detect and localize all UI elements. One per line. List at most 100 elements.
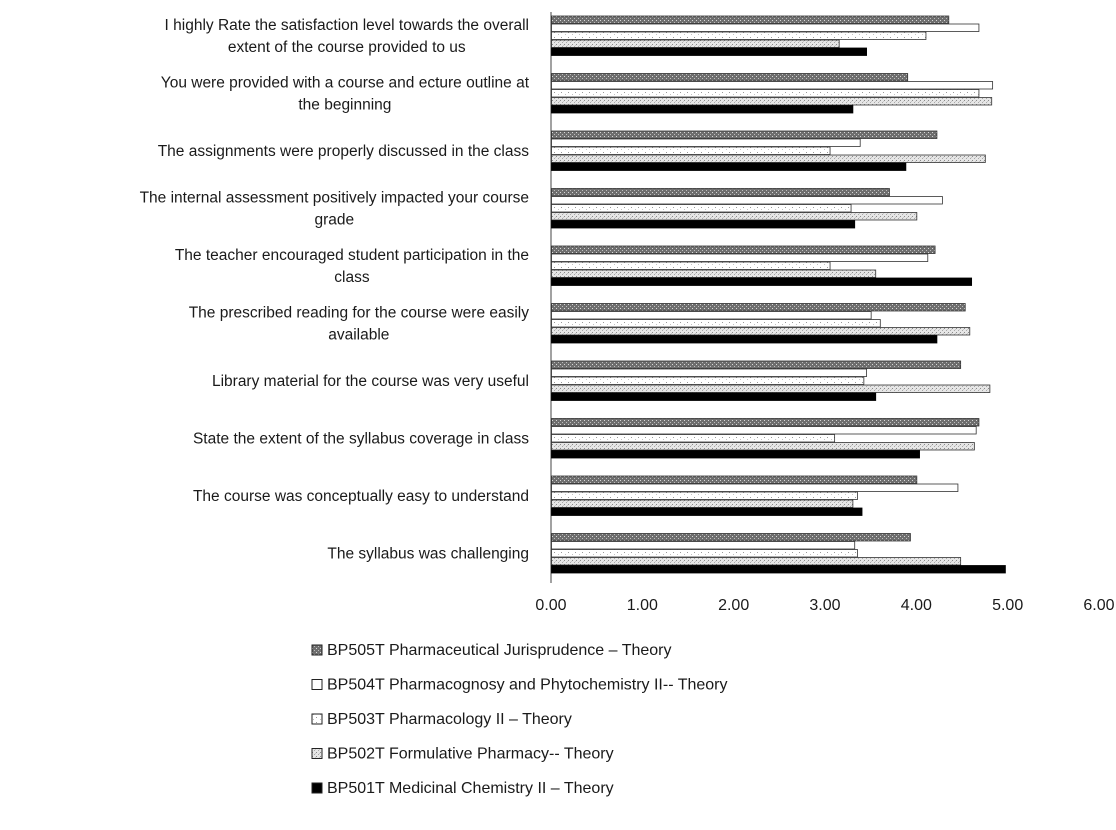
bar-s3-c1 (551, 97, 993, 106)
legend-item: BP502T Formulative Pharmacy-- Theory (311, 746, 614, 763)
category-label-line: The internal assessment positively impac… (140, 190, 529, 207)
category-label: State the extent of the syllabus coverag… (193, 431, 529, 448)
category-label-line: extent of the course provided to us (228, 39, 466, 56)
bar-s3-c8 (551, 499, 854, 508)
x-tick-label: 1.00 (627, 597, 658, 614)
category-label-line: class (334, 269, 370, 286)
category-label-line: State the extent of the syllabus coverag… (193, 431, 529, 448)
bar-s0-c9 (551, 533, 911, 542)
bar-s2-c0 (551, 31, 927, 40)
bar-s4-c3 (551, 220, 856, 229)
bar-s2-c2 (551, 146, 831, 155)
legend-item: BP503T Pharmacology II – Theory (311, 711, 572, 728)
bar-s3-c2 (551, 154, 986, 163)
bar-s3-c7 (551, 442, 975, 451)
legend-swatch (311, 782, 323, 794)
legend-label: BP505T Pharmaceutical Jurisprudence – Th… (327, 642, 671, 659)
legend-swatch (311, 679, 323, 690)
bar-s1-c5 (551, 311, 872, 320)
bar-s1-c6 (551, 368, 867, 377)
x-tick-label: 3.00 (809, 597, 840, 614)
category-label-line: The syllabus was challenging (327, 546, 529, 563)
bar-s2-c9 (551, 549, 858, 558)
x-axis-ticks: 0.00 1.00 2.00 3.00 4.00 5.00 6.00 (535, 597, 1114, 614)
bar-s4-c1 (551, 105, 854, 114)
category-label: I highly Rate the satisfaction level tow… (165, 17, 529, 56)
legend-swatch (311, 748, 323, 759)
legend-item: BP505T Pharmaceutical Jurisprudence – Th… (311, 642, 671, 659)
bar-s0-c1 (551, 73, 909, 82)
legend-swatch (311, 713, 323, 725)
legend-label: BP501T Medicinal Chemistry II – Theory (327, 780, 614, 797)
category-label: You were provided with a course and ectu… (161, 75, 530, 114)
bar-s2-c1 (551, 89, 980, 98)
bar-s2-c3 (551, 204, 852, 213)
bar-s1-c3 (551, 196, 943, 205)
category-label-line: The course was conceptually easy to unde… (193, 488, 529, 505)
x-tick-label: 0.00 (535, 597, 566, 614)
bar-s0-c5 (551, 303, 966, 312)
bar-s2-c7 (551, 434, 836, 443)
bar-s1-c8 (551, 483, 959, 492)
bar-s3-c5 (551, 327, 971, 336)
x-tick-label: 2.00 (718, 597, 749, 614)
bar-s0-c0 (551, 15, 950, 24)
bar-s3-c3 (551, 212, 918, 221)
bar-s2-c8 (551, 491, 858, 500)
bar-s4-c4 (551, 277, 973, 286)
category-label-line: the beginning (298, 97, 391, 114)
category-label: Library material for the course was very… (212, 373, 529, 390)
category-labels: I highly Rate the satisfaction level tow… (140, 17, 530, 563)
bar-s1-c2 (551, 138, 861, 147)
x-tick-label: 4.00 (901, 597, 932, 614)
legend: BP505T Pharmaceutical Jurisprudence – Th… (311, 642, 727, 797)
category-label: The syllabus was challenging (327, 546, 529, 563)
category-label: The internal assessment positively impac… (140, 190, 529, 229)
category-label-line: I highly Rate the satisfaction level tow… (165, 17, 529, 34)
bar-s2-c5 (551, 319, 881, 328)
category-label-line: Library material for the course was very… (212, 373, 529, 390)
legend-item: BP504T Pharmacognosy and Phytochemistry … (311, 677, 727, 694)
bar-s1-c9 (551, 541, 856, 550)
legend-item: BP501T Medicinal Chemistry II – Theory (311, 780, 614, 797)
bar-s4-c5 (551, 335, 938, 344)
bar-s4-c0 (551, 47, 867, 56)
bar-s1-c0 (551, 23, 980, 32)
bar-s2-c4 (551, 261, 831, 270)
bar-s0-c4 (551, 245, 936, 254)
bar-s0-c6 (551, 360, 962, 369)
bar-s0-c8 (551, 475, 918, 484)
bar-s1-c7 (551, 426, 977, 435)
category-label-line: The teacher encouraged student participa… (175, 247, 529, 264)
legend-label: BP502T Formulative Pharmacy-- Theory (327, 746, 614, 763)
category-label-line: The prescribed reading for the course we… (189, 305, 530, 322)
bar-s4-c8 (551, 507, 863, 516)
category-label-line: You were provided with a course and ectu… (161, 75, 530, 92)
category-label-line: The assignments were properly discussed … (158, 143, 530, 160)
bar-s3-c6 (551, 384, 991, 393)
bar-s0-c7 (551, 418, 980, 427)
x-tick-label: 5.00 (992, 597, 1023, 614)
bar-s4-c9 (551, 565, 1006, 574)
bar-s0-c2 (551, 130, 938, 139)
bar-s3-c4 (551, 269, 877, 278)
category-label: The teacher encouraged student participa… (175, 247, 529, 286)
legend-label: BP503T Pharmacology II – Theory (327, 711, 572, 728)
legend-label: BP504T Pharmacognosy and Phytochemistry … (327, 677, 727, 694)
legend-swatch (311, 644, 323, 656)
category-label-line: grade (314, 212, 354, 229)
bar-s4-c7 (551, 450, 920, 459)
bar-s1-c4 (551, 253, 929, 262)
bar-s4-c6 (551, 392, 877, 401)
bar-s2-c6 (551, 376, 865, 385)
bar-s3-c0 (551, 39, 840, 48)
x-tick-label: 6.00 (1083, 597, 1114, 614)
plot-area (550, 12, 1006, 583)
category-label: The prescribed reading for the course we… (189, 305, 530, 344)
bar-s1-c1 (551, 81, 994, 90)
category-label-line: available (328, 327, 389, 344)
category-label: The assignments were properly discussed … (158, 143, 530, 160)
bar-s0-c3 (551, 188, 890, 197)
bar-s4-c2 (551, 162, 907, 171)
